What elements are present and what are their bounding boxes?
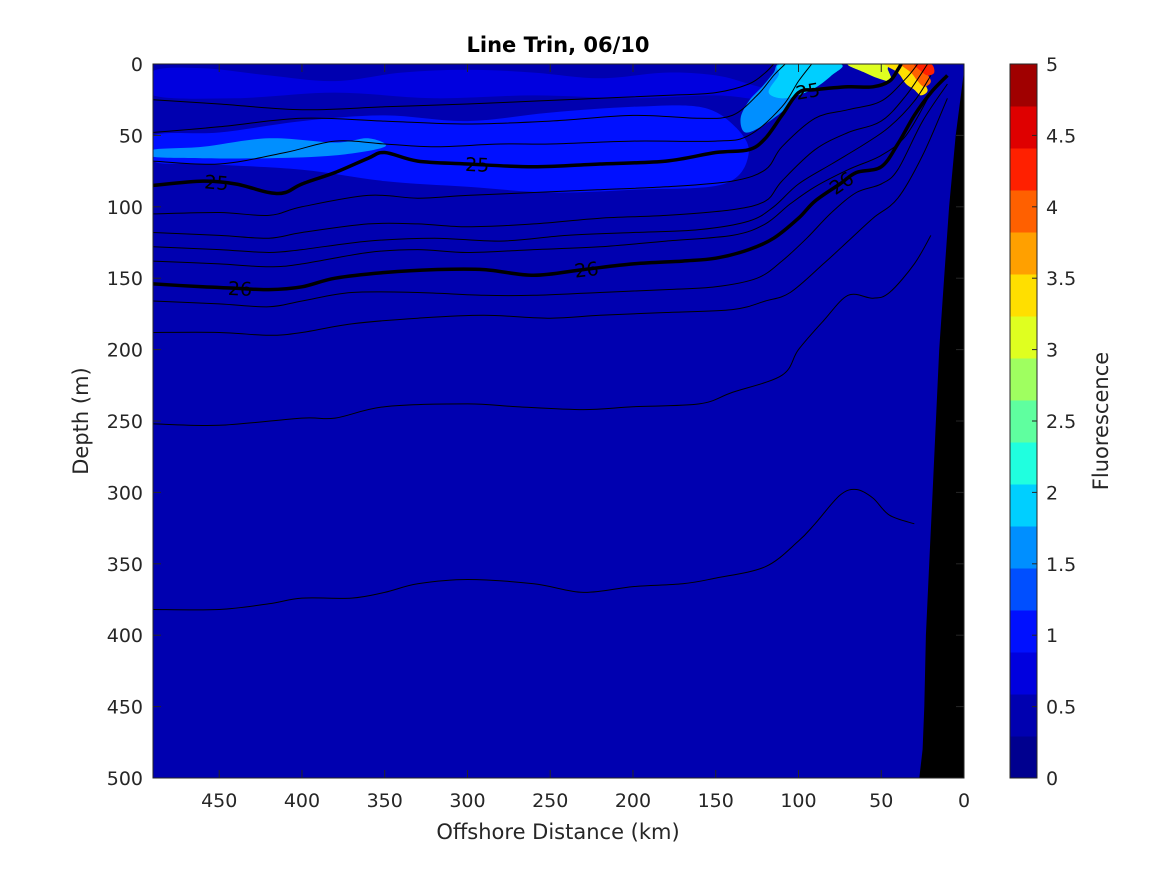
y-tick-label: 400 [107,625,143,647]
y-tick-label: 50 [119,125,143,147]
x-tick-label: 250 [532,790,568,812]
fluorescence-zone-4 [768,64,843,99]
fluorescence-zone-1 [153,105,749,193]
x-tick-label: 0 [958,790,970,812]
colorbar-tick-label: 4.5 [1046,125,1076,147]
colorbar-tick-label: 0.5 [1046,697,1076,719]
colorbar-label: Fluorescence [1089,352,1113,490]
isopycnal-contour-12 [153,488,915,611]
colorbar-tick-label: 3.5 [1046,268,1076,290]
x-axis-label: Offshore Distance (km) [436,820,679,844]
colorbar-band [1010,64,1037,107]
contour-label-25-2: 25 [794,79,822,105]
colorbar-band [1010,190,1037,233]
isopycnal-contour-0 [153,64,775,111]
colorbar-band [1010,526,1037,569]
colorbar-band [1010,568,1037,611]
colorbar-band [1010,442,1037,485]
y-tick-label: 450 [107,697,143,719]
contour-label-26-1: 26 [573,258,600,283]
contour-label-25-0: 25 [203,171,229,195]
seafloor-mask [919,71,964,778]
y-tick-label: 350 [107,554,143,576]
contour-label-25-1: 25 [465,154,490,177]
x-tick-label: 350 [367,790,403,812]
x-axis: 450 400 350 300 250 200 150 100 50 0 [201,64,970,812]
colorbar-band [1010,148,1037,191]
y-tick-label: 100 [107,197,143,219]
y-tick-label: 300 [107,482,143,504]
x-tick-label: 50 [869,790,893,812]
colorbar-band [1010,610,1037,653]
fluorescence-zone-5 [847,64,892,82]
y-axis-label: Depth (m) [69,367,93,474]
colorbar-band [1010,736,1037,779]
y-tick-label: 500 [107,768,143,790]
colorbar-band [1010,694,1037,737]
x-tick-label: 300 [449,790,485,812]
colorbar-band [1010,652,1037,695]
chart-title: Line Trin, 06/10 [466,33,649,57]
y-tick-label: 0 [131,54,143,76]
x-tick-label: 150 [698,790,734,812]
y-tick-label: 250 [107,411,143,433]
x-tick-label: 200 [615,790,651,812]
colorbar-band [1010,484,1037,527]
colorbar-tick-label: 5 [1046,54,1058,76]
isopycnal-contour-1 [153,64,786,133]
fluorescence-zone-2 [153,138,386,159]
fluorescence-zone-6 [884,64,928,96]
colorbar-tick-label: 1.5 [1046,554,1076,576]
x-tick-label: 100 [780,790,816,812]
isopycnal-contour-6 [153,75,932,254]
colorbar-band [1010,316,1037,359]
x-tick-label: 450 [201,790,237,812]
isopycnal-contour-2 [153,64,813,165]
colorbar-tick-label: 0 [1046,768,1058,790]
colorbar-band [1010,274,1037,317]
isopycnal-25 [153,64,903,196]
isopycnal-contour-11 [153,235,932,427]
fluorescence-zone-0 [153,67,770,100]
x-tick-label: 400 [284,790,320,812]
colorbar-tick-label: 4 [1046,197,1058,219]
colorbar-tick-label: 3 [1046,340,1058,362]
colorbar-tick-label: 1 [1046,625,1058,647]
isopycnal-contour-4 [153,64,919,217]
colorbar-tick-label: 2.5 [1046,411,1076,433]
isopycnal-26 [153,74,949,292]
y-axis: 0 50 100 150 200 250 300 350 400 450 500 [107,54,964,790]
isopycnal-contour-5 [153,64,929,239]
isopycnal-contour-10 [153,98,948,336]
isopycnal-contour-9 [153,83,948,308]
contour-label-26-0: 26 [227,278,252,301]
colorbar-band [1010,358,1037,401]
colorbar-band [1010,106,1037,149]
isopycnal-contour-7 [153,92,932,268]
colorbar-tick-label: 2 [1046,482,1058,504]
y-tick-label: 150 [107,268,143,290]
colorbar: 0 0.5 1 1.5 2 2.5 3 3.5 4 4.5 5 [1009,54,1076,790]
colorbar-band [1010,232,1037,275]
y-tick-label: 200 [107,340,143,362]
